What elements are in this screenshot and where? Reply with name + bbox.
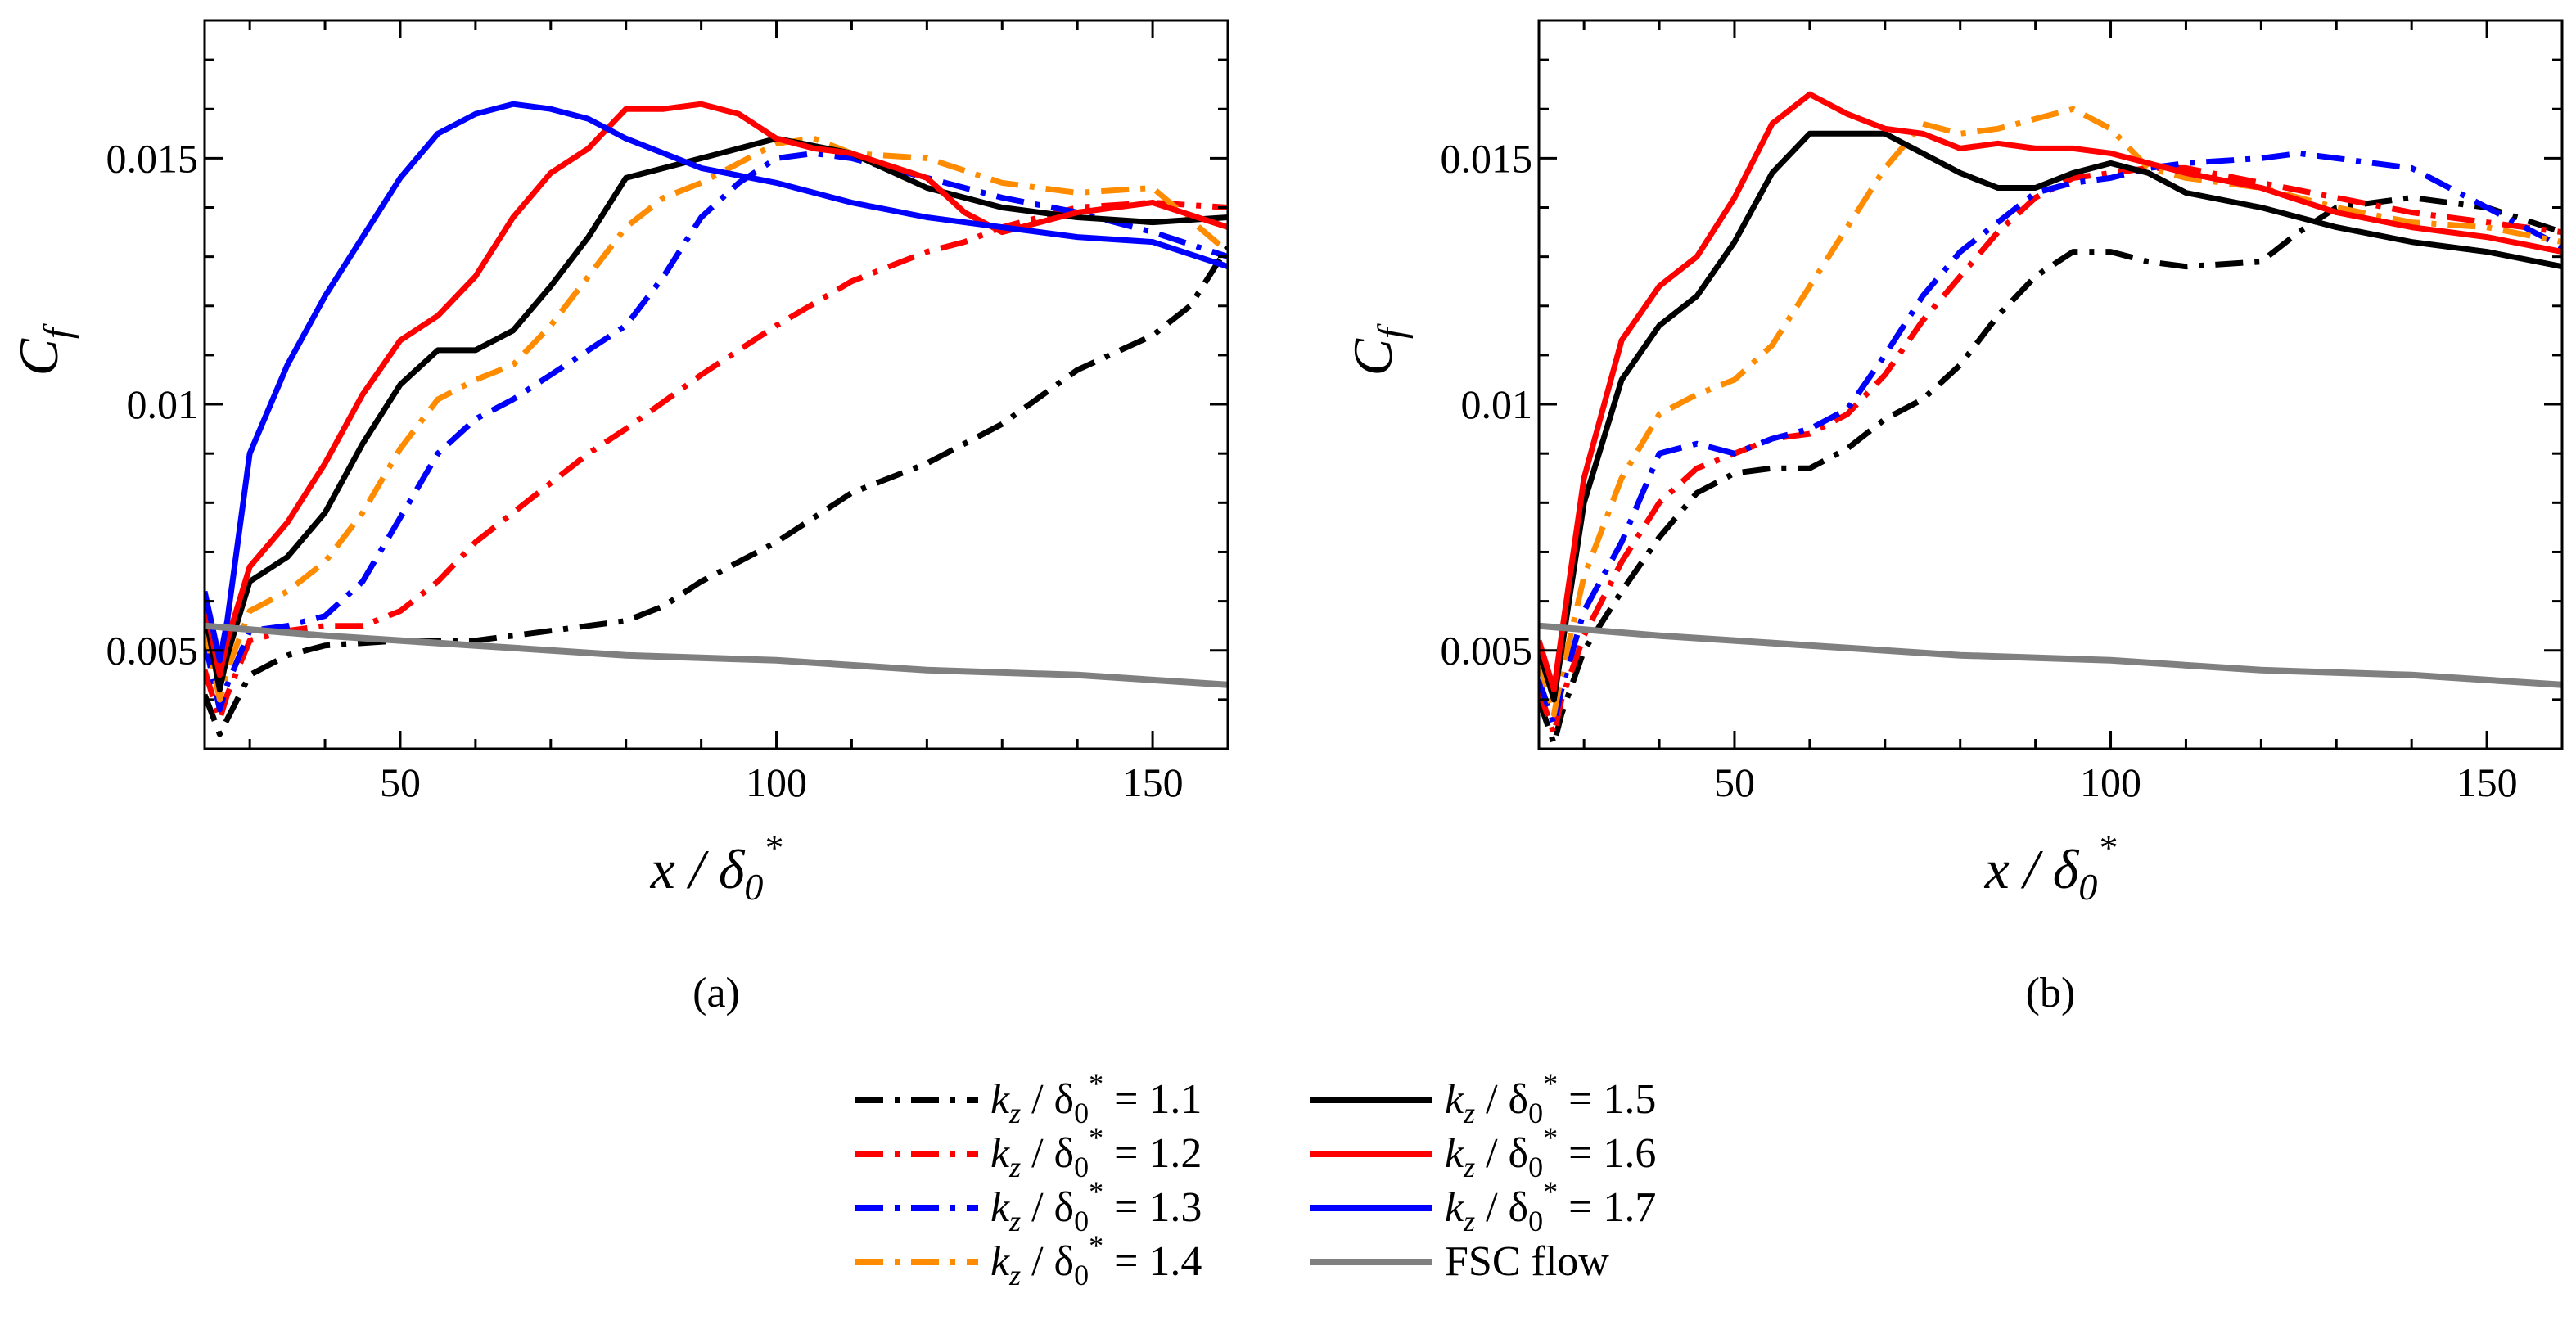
legend-item-kz15: kz / δ0* = 1.5 [1310,1067,1656,1129]
series-group [205,101,1228,737]
x-axis-title: x / δ0* [1984,827,2117,908]
panel-b: 50 100 150 0.005 0.01 0.015 Cf x / δ0* (b) [1342,19,2564,1016]
legend-label: kz / δ0* = 1.2 [990,1121,1202,1183]
series-line-kz16 [1539,91,2562,693]
series-line-kz15 [1539,130,2562,703]
legend-item-kz16: kz / δ0* = 1.6 [1310,1121,1656,1183]
series-line-kz16 [205,101,1228,678]
legend-label: kz / δ0* = 1.6 [1445,1121,1656,1183]
x-axis-title: x / δ0* [650,827,783,908]
legend-item-kz13: kz / δ0* = 1.3 [855,1175,1202,1237]
series-line-kz15 [205,135,1228,693]
legend-label: kz / δ0* = 1.5 [1445,1067,1656,1129]
legend-item-fsc: FSC flow [1310,1238,1609,1285]
plot-frame [1537,19,2564,750]
series-group [1539,91,2562,747]
series-line-kz11 [205,245,1228,737]
panel-a: 50 100 150 0.005 0.01 0.015 Cf x / δ0* (a) [7,19,1229,1016]
legend-label: FSC flow [1445,1238,1609,1285]
x-tick-label: 150 [2456,759,2518,805]
plot-frame [203,19,1229,750]
y-tick-label: 0.005 [1441,628,1533,674]
y-axis-title: Cf [1342,323,1414,376]
y-tick-label: 0.015 [106,135,199,181]
y-tick-label: 0.01 [127,381,199,427]
x-tick-label: 150 [1122,759,1184,805]
legend-item-kz12: kz / δ0* = 1.2 [855,1121,1202,1183]
series-line-kz17 [205,101,1228,664]
series-line-kz13 [205,150,1228,713]
panel-label: (b) [2026,970,2076,1016]
x-tick-label: 100 [746,759,807,805]
legend-label: kz / δ0* = 1.1 [990,1067,1202,1129]
legend-label: kz / δ0* = 1.4 [990,1229,1202,1291]
series-line-fsc [1539,622,2562,688]
x-tick-label: 100 [2080,759,2141,805]
series-line-kz14 [1539,106,2562,718]
series-line-kz14 [205,135,1228,703]
series-line-kz11 [1539,195,2562,747]
y-tick-label: 0.005 [106,628,199,674]
series-line-kz12 [1539,164,2562,737]
legend-item-kz17: kz / δ0* = 1.7 [1310,1175,1656,1237]
legend-label: kz / δ0* = 1.3 [990,1175,1202,1237]
legend-item-kz14: kz / δ0* = 1.4 [855,1229,1202,1291]
legend-label: kz / δ0* = 1.7 [1445,1175,1656,1237]
series-line-kz12 [205,200,1228,723]
series-line-fsc [205,622,1228,688]
y-axis-title: Cf [7,323,79,376]
y-tick-label: 0.01 [1461,381,1533,427]
y-tick-label: 0.015 [1441,135,1533,181]
x-tick-label: 50 [1714,759,1755,805]
x-tick-label: 50 [380,759,421,805]
legend-item-kz11: kz / δ0* = 1.1 [855,1067,1202,1129]
panel-label: (a) [692,970,740,1016]
legend: kz / δ0* = 1.1kz / δ0* = 1.2kz / δ0* = 1… [855,1067,1656,1291]
